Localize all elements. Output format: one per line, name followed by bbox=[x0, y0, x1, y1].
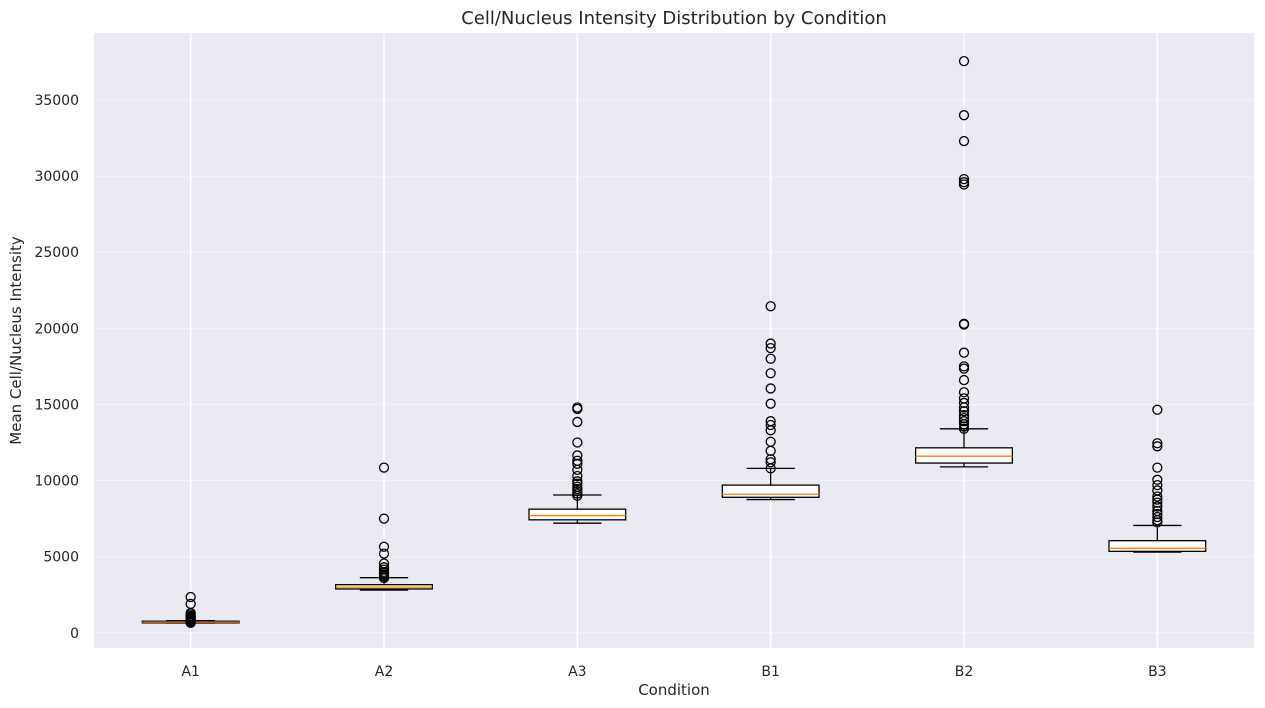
outlier-point bbox=[958, 397, 970, 409]
outlier-point bbox=[958, 416, 970, 427]
outlier-point bbox=[765, 342, 776, 354]
x-tick-label: B1 bbox=[761, 664, 780, 680]
outlier-point bbox=[958, 387, 970, 398]
outlier-point bbox=[765, 457, 776, 468]
outlier-point bbox=[378, 462, 390, 473]
outlier-point bbox=[572, 481, 583, 492]
outlier-point bbox=[1152, 438, 1163, 449]
outlier-point bbox=[378, 548, 390, 559]
outlier-point bbox=[765, 416, 776, 427]
y-tick-label: 25000 bbox=[34, 245, 79, 261]
y-tick-label: 20000 bbox=[34, 321, 79, 337]
iqr-box bbox=[721, 484, 820, 498]
outlier-point bbox=[765, 368, 776, 379]
outlier-point bbox=[765, 436, 776, 447]
outlier-point bbox=[378, 558, 390, 569]
box-series bbox=[141, 56, 1207, 629]
outlier-point bbox=[958, 361, 970, 372]
outlier-point bbox=[958, 177, 970, 188]
outlier-point bbox=[958, 318, 970, 329]
y-tick-label: 15000 bbox=[34, 397, 79, 413]
x-axis-label: Condition bbox=[638, 681, 710, 699]
box-a1 bbox=[141, 591, 240, 629]
plot-area bbox=[94, 33, 1254, 648]
y-tick-label: 0 bbox=[70, 626, 79, 642]
outlier-point bbox=[765, 419, 776, 431]
outlier-point bbox=[572, 450, 583, 461]
outlier-point bbox=[765, 301, 776, 312]
outlier-point bbox=[572, 437, 583, 448]
x-tick-label: A2 bbox=[375, 664, 393, 680]
outlier-point bbox=[1152, 485, 1163, 496]
box-b1 bbox=[721, 301, 820, 501]
x-tick-label: B3 bbox=[1148, 664, 1167, 680]
outlier-point bbox=[958, 409, 970, 421]
y-tick-label: 30000 bbox=[34, 169, 79, 185]
outlier-point bbox=[765, 353, 776, 364]
outlier-point bbox=[378, 562, 390, 573]
iqr-box bbox=[915, 447, 1013, 464]
outlier-point bbox=[572, 455, 583, 466]
outlier-point bbox=[958, 110, 970, 121]
outlier-point bbox=[1152, 441, 1163, 452]
outlier-point bbox=[1152, 511, 1163, 523]
y-tick-label: 35000 bbox=[34, 93, 79, 109]
outlier-point bbox=[958, 173, 970, 185]
chart-title: Cell/Nucleus Intensity Distribution by C… bbox=[461, 8, 887, 29]
outlier-point bbox=[1152, 497, 1163, 508]
outlier-point bbox=[1152, 474, 1163, 485]
outlier-point bbox=[1152, 404, 1163, 415]
x-tick-label: B2 bbox=[955, 664, 974, 680]
outlier-point bbox=[765, 338, 776, 349]
x-axis-ticks: A1 A2 A3 B1 B2 B3 bbox=[181, 664, 1166, 680]
box-a2 bbox=[335, 462, 433, 591]
outlier-point bbox=[958, 56, 970, 67]
y-axis-label: Mean Cell/Nucleus Intensity bbox=[7, 236, 25, 445]
outlier-point bbox=[958, 412, 970, 424]
y-tick-label: 5000 bbox=[43, 550, 79, 566]
x-tick-label: A1 bbox=[181, 664, 199, 680]
x-tick-label: A3 bbox=[568, 664, 586, 680]
box-a3 bbox=[528, 402, 627, 524]
outlier-point bbox=[958, 135, 970, 147]
outlier-point bbox=[1152, 491, 1163, 502]
outlier-point bbox=[765, 383, 776, 394]
iqr-box bbox=[528, 508, 627, 521]
outlier-point bbox=[1152, 479, 1163, 491]
outlier-point bbox=[572, 416, 583, 428]
outlier-point bbox=[572, 476, 583, 487]
outlier-point bbox=[958, 347, 970, 358]
outlier-point bbox=[1152, 508, 1163, 520]
y-axis-ticks: 0 5000 10000 15000 20000 25000 30000 35000 bbox=[34, 93, 79, 642]
outlier-point bbox=[572, 470, 583, 482]
y-tick-label: 10000 bbox=[34, 474, 79, 490]
outlier-point bbox=[958, 393, 970, 404]
outlier-point bbox=[1152, 462, 1163, 473]
iqr-box bbox=[1108, 540, 1207, 552]
outlier-point bbox=[378, 541, 390, 552]
outlier-point bbox=[185, 598, 196, 610]
box-b3 bbox=[1108, 404, 1207, 553]
outlier-point bbox=[572, 402, 583, 413]
outlier-point bbox=[765, 398, 776, 409]
outlier-point bbox=[1152, 501, 1163, 512]
outlier-point bbox=[185, 591, 196, 603]
outlier-point bbox=[378, 513, 390, 524]
outlier-point bbox=[958, 374, 970, 386]
box-b2 bbox=[915, 56, 1013, 468]
